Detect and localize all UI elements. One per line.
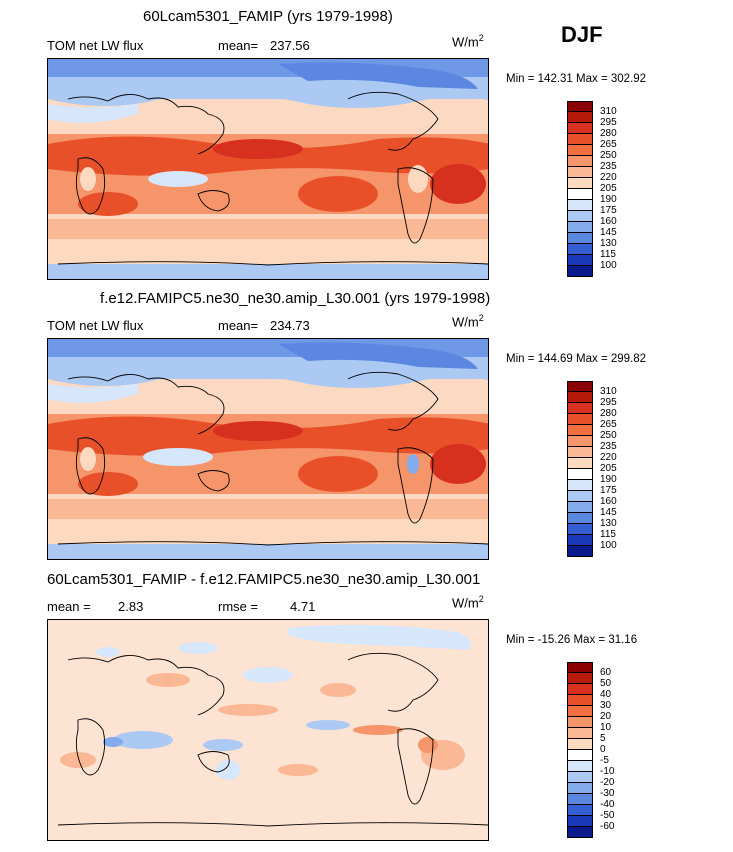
cbar-label: -40 (600, 799, 615, 810)
cbar-label: -30 (600, 788, 615, 799)
cbar-label: 10 (600, 722, 612, 733)
cbar-label: 130 (600, 518, 617, 529)
panel2-mean-value: 234.73 (270, 318, 310, 333)
cbar-label: 310 (600, 106, 617, 117)
cbar-label: -50 (600, 810, 615, 821)
cbar-label: 100 (600, 540, 617, 551)
panel2-field-label: TOM net LW flux (47, 318, 144, 333)
panel1-mean-value: 237.56 (270, 38, 310, 53)
cbar-label: 40 (600, 689, 612, 700)
cbar-label: 295 (600, 397, 617, 408)
cbar-label: 220 (600, 452, 617, 463)
panel2-map (47, 338, 489, 560)
cbar-label: 220 (600, 172, 617, 183)
cbar-label: 250 (600, 430, 617, 441)
cbar-label: 310 (600, 386, 617, 397)
cbar-label: 20 (600, 711, 612, 722)
cbar-label: 235 (600, 441, 617, 452)
season-label: DJF (561, 22, 603, 47)
panel1-mean-label: mean= (218, 38, 259, 53)
cbar-label: -10 (600, 766, 615, 777)
cbar-label: 265 (600, 139, 617, 150)
cbar-label: 160 (600, 216, 617, 227)
cbar-label: 115 (600, 529, 616, 540)
panel1-colorbar (567, 101, 593, 277)
cbar-label: 295 (600, 117, 617, 128)
cbar-label: 50 (600, 678, 612, 689)
cbar-label: 250 (600, 150, 617, 161)
panel3-mean-value: 2.83 (118, 599, 144, 614)
panel2-units: W/m2 (452, 313, 484, 330)
cbar-label: 175 (600, 205, 617, 216)
cbar-label: 145 (600, 507, 617, 518)
panel2-title: f.e12.FAMIPC5.ne30_ne30.amip_L30.001 (yr… (100, 290, 491, 307)
cbar-label: 205 (600, 463, 617, 474)
panel3-title: 60Lcam5301_FAMIP - f.e12.FAMIPC5.ne30_ne… (47, 571, 481, 588)
panel1-map (47, 58, 489, 280)
cbar-label: 280 (600, 408, 617, 419)
cbar-label: 265 (600, 419, 617, 430)
cbar-label: 280 (600, 128, 617, 139)
panel2-colorbar (567, 381, 593, 557)
cbar-label: 100 (600, 260, 617, 271)
cbar-label: 235 (600, 161, 617, 172)
panel3-rmse-label: rmse = (218, 599, 259, 614)
cbar-label: 60 (600, 667, 612, 678)
panel1-minmax: Min = 142.31 Max = 302.92 (506, 73, 647, 85)
cbar-label: 190 (600, 474, 617, 485)
panel3-colorbar (567, 662, 593, 838)
cbar-label: 175 (600, 485, 617, 496)
cbar-label: -20 (600, 777, 615, 788)
cbar-label: 205 (600, 183, 617, 194)
cbar-label: 130 (600, 238, 617, 249)
cbar-label: -5 (600, 755, 609, 766)
cbar-label: 5 (600, 733, 606, 744)
cbar-label: 145 (600, 227, 617, 238)
panel2-minmax: Min = 144.69 Max = 299.82 (506, 353, 647, 365)
panel3-minmax: Min = -15.26 Max = 31.16 (506, 634, 638, 646)
panel3-rmse-value: 4.71 (290, 599, 316, 614)
panel2-mean-label: mean= (218, 318, 259, 333)
panel1-units: W/m2 (452, 33, 484, 50)
panel3-mean-label: mean = (47, 599, 91, 614)
panel1-field-label: TOM net LW flux (47, 38, 144, 53)
cbar-label: 115 (600, 249, 616, 260)
cbar-label: 30 (600, 700, 612, 711)
panel1-title: 60Lcam5301_FAMIP (yrs 1979-1998) (143, 8, 393, 25)
cbar-label: 190 (600, 194, 617, 205)
cbar-label: 0 (600, 744, 606, 755)
cbar-label: 160 (600, 496, 617, 507)
panel3-units: W/m2 (452, 594, 484, 611)
panel3-map (47, 619, 489, 841)
cbar-label: -60 (600, 821, 615, 832)
